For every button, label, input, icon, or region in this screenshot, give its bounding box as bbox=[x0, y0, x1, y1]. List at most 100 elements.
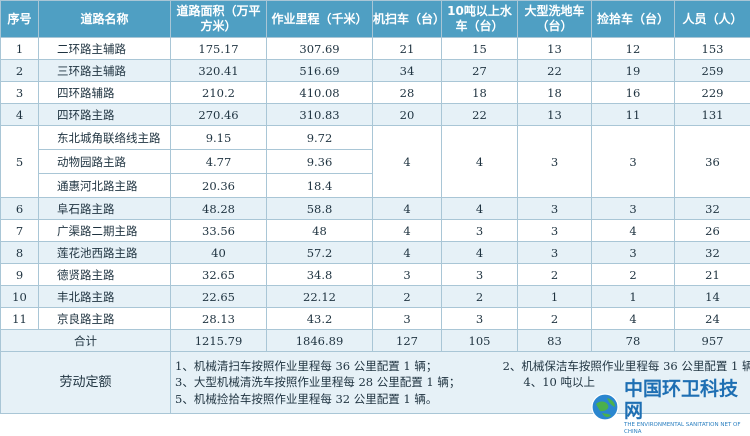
cell-area: 40 bbox=[171, 242, 267, 264]
cell-mileage: 9.36 bbox=[267, 150, 373, 174]
cell-washer: 13 bbox=[518, 38, 592, 60]
cell-area: 48.28 bbox=[171, 198, 267, 220]
cell-water-truck: 4 bbox=[442, 198, 518, 220]
cell-picker: 19 bbox=[592, 60, 675, 82]
cell-mileage: 57.2 bbox=[267, 242, 373, 264]
cell-road-name: 莲花池西路主路 bbox=[39, 242, 171, 264]
labor-quota-label: 劳动定额 bbox=[1, 352, 171, 414]
total-mileage: 1846.89 bbox=[267, 330, 373, 352]
cell-mileage: 22.12 bbox=[267, 286, 373, 308]
cell-mileage: 43.2 bbox=[267, 308, 373, 330]
total-water-truck: 105 bbox=[442, 330, 518, 352]
cell-area: 175.17 bbox=[171, 38, 267, 60]
header-row: 序号 道路名称 道路面积（万平方米） 作业里程（千米） 机扫车（台） 10吨以上… bbox=[1, 1, 750, 38]
table-row: 10 丰北路主路 22.65 22.12 2 2 1 1 14 bbox=[1, 286, 750, 308]
cell-road-name: 德贤路主路 bbox=[39, 264, 171, 286]
cell-road-name: 二环路主辅路 bbox=[39, 38, 171, 60]
watermark-en: THE ENVIRONMENTAL SANITATION NET OF CHIN… bbox=[624, 422, 746, 436]
cell-road-name: 广渠路二期主路 bbox=[39, 220, 171, 242]
quota-line: 1、机械清扫车按照作业里程每 36 公里配置 1 辆； 2、机械保洁车按照作业里… bbox=[175, 358, 750, 375]
cell-road-name: 三环路主辅路 bbox=[39, 60, 171, 82]
cell-staff: 24 bbox=[675, 308, 750, 330]
cell-mileage: 307.69 bbox=[267, 38, 373, 60]
road-cleaning-table: 序号 道路名称 道路面积（万平方米） 作业里程（千米） 机扫车（台） 10吨以上… bbox=[0, 0, 750, 414]
cell-staff: 131 bbox=[675, 104, 750, 126]
cell-sweeper: 4 bbox=[373, 198, 442, 220]
table-row: 11 京良路主路 28.13 43.2 3 3 2 4 24 bbox=[1, 308, 750, 330]
cell-area: 22.65 bbox=[171, 286, 267, 308]
quota-item-2: 2、机械保洁车按照作业里程每 36 公里配置 1 辆； bbox=[503, 358, 750, 375]
col-seq: 序号 bbox=[1, 1, 39, 38]
cell-seq: 6 bbox=[1, 198, 39, 220]
cell-mileage: 58.8 bbox=[267, 198, 373, 220]
table-row: 8 莲花池西路主路 40 57.2 4 4 3 3 32 bbox=[1, 242, 750, 264]
cell-staff: 36 bbox=[675, 126, 750, 198]
cell-area: 28.13 bbox=[171, 308, 267, 330]
col-area: 道路面积（万平方米） bbox=[171, 1, 267, 38]
cell-staff: 153 bbox=[675, 38, 750, 60]
cell-road-name: 阜石路主路 bbox=[39, 198, 171, 220]
cell-sweeper: 20 bbox=[373, 104, 442, 126]
cell-washer: 2 bbox=[518, 308, 592, 330]
cell-washer: 1 bbox=[518, 286, 592, 308]
quota-item-1: 1、机械清扫车按照作业里程每 36 公里配置 1 辆； bbox=[175, 358, 437, 375]
quota-item-4: 4、10 吨以上 bbox=[523, 374, 595, 391]
cell-road-name: 京良路主路 bbox=[39, 308, 171, 330]
cell-mileage: 310.83 bbox=[267, 104, 373, 126]
quota-item-3: 3、大型机械清洗车按照作业里程每 28 公里配置 1 辆； bbox=[175, 374, 460, 391]
cell-sweeper: 3 bbox=[373, 308, 442, 330]
cell-area: 33.56 bbox=[171, 220, 267, 242]
cell-sweeper: 4 bbox=[373, 220, 442, 242]
col-sweeper: 机扫车（台） bbox=[373, 1, 442, 38]
cell-picker: 3 bbox=[592, 126, 675, 198]
cell-staff: 229 bbox=[675, 82, 750, 104]
cell-road-name: 四环路辅路 bbox=[39, 82, 171, 104]
watermark-text: 中国环卫科技网 THE ENVIRONMENTAL SANITATION NET… bbox=[624, 378, 746, 436]
cell-picker: 4 bbox=[592, 308, 675, 330]
cell-staff: 32 bbox=[675, 198, 750, 220]
cell-sweeper: 2 bbox=[373, 286, 442, 308]
cell-mileage: 18.4 bbox=[267, 174, 373, 198]
cell-sweeper: 4 bbox=[373, 242, 442, 264]
cell-area: 32.65 bbox=[171, 264, 267, 286]
cell-washer: 22 bbox=[518, 60, 592, 82]
cell-mileage: 9.72 bbox=[267, 126, 373, 150]
total-staff: 957 bbox=[675, 330, 750, 352]
cell-picker: 11 bbox=[592, 104, 675, 126]
cell-sweeper: 34 bbox=[373, 60, 442, 82]
table-row: 2 三环路主辅路 320.41 516.69 34 27 22 19 259 bbox=[1, 60, 750, 82]
cell-staff: 26 bbox=[675, 220, 750, 242]
cell-road-name: 四环路主路 bbox=[39, 104, 171, 126]
cell-mileage: 516.69 bbox=[267, 60, 373, 82]
total-area: 1215.79 bbox=[171, 330, 267, 352]
cell-washer: 3 bbox=[518, 242, 592, 264]
cell-seq: 9 bbox=[1, 264, 39, 286]
cell-area: 4.77 bbox=[171, 150, 267, 174]
col-mileage: 作业里程（千米） bbox=[267, 1, 373, 38]
cell-water-truck: 3 bbox=[442, 220, 518, 242]
cell-seq: 7 bbox=[1, 220, 39, 242]
cell-seq: 2 bbox=[1, 60, 39, 82]
cell-picker: 3 bbox=[592, 242, 675, 264]
cell-picker: 3 bbox=[592, 198, 675, 220]
cell-water-truck: 18 bbox=[442, 82, 518, 104]
cell-seq: 3 bbox=[1, 82, 39, 104]
cell-seq: 1 bbox=[1, 38, 39, 60]
cell-staff: 21 bbox=[675, 264, 750, 286]
cell-sweeper: 28 bbox=[373, 82, 442, 104]
cell-water-truck: 2 bbox=[442, 286, 518, 308]
cell-water-truck: 27 bbox=[442, 60, 518, 82]
cell-picker: 1 bbox=[592, 286, 675, 308]
cell-washer: 3 bbox=[518, 126, 592, 198]
cell-road-name: 通惠河北路主路 bbox=[39, 174, 171, 198]
cell-road-name: 动物园路主路 bbox=[39, 150, 171, 174]
total-picker: 78 bbox=[592, 330, 675, 352]
cell-mileage: 410.08 bbox=[267, 82, 373, 104]
table-row: 3 四环路辅路 210.2 410.08 28 18 18 16 229 bbox=[1, 82, 750, 104]
cell-seq: 10 bbox=[1, 286, 39, 308]
cell-road-name: 丰北路主路 bbox=[39, 286, 171, 308]
cell-water-truck: 15 bbox=[442, 38, 518, 60]
cell-area: 210.2 bbox=[171, 82, 267, 104]
col-road-name: 道路名称 bbox=[39, 1, 171, 38]
cell-washer: 3 bbox=[518, 220, 592, 242]
